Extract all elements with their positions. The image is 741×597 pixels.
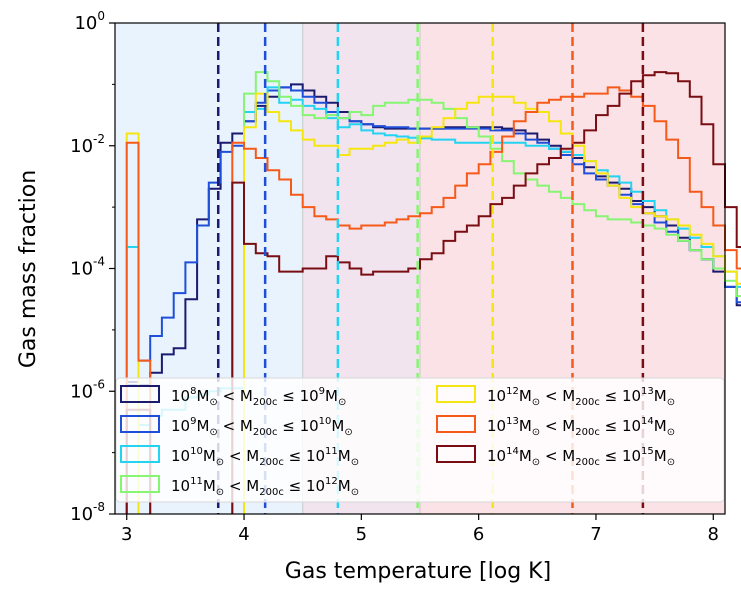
series-line-3 <box>243 71 741 514</box>
x-tick-label-3: 6 <box>473 524 484 545</box>
legend-label-l2: 1010M⊙ < M200c ≤ 1011M⊙ <box>171 446 359 468</box>
y-tick-label-0: 100 <box>74 9 105 34</box>
y-tick-label-1: 10-2 <box>70 132 105 157</box>
legend-box <box>115 377 725 503</box>
x-tick-label-5: 8 <box>708 524 719 545</box>
legend-label-r1: 1013M⊙ < M200c ≤ 1014M⊙ <box>487 416 675 438</box>
series-line-0 <box>125 83 741 514</box>
x-tick-label-4: 7 <box>590 524 601 545</box>
y-tick-label-2: 10-4 <box>70 255 105 280</box>
axes: 3 4 5 6 7 8 100 10-2 10-4 10-6 10-8 <box>70 9 726 545</box>
x-tick-label-1: 4 <box>238 524 249 545</box>
legend-swatch-r2 <box>436 445 476 463</box>
legend-swatch-r1 <box>436 415 476 433</box>
legend-swatch-r0 <box>436 385 476 403</box>
legend-label-l0: 108M⊙ < M200c ≤ 109M⊙ <box>171 386 346 408</box>
legend-swatch-l1 <box>120 415 160 433</box>
legend: 108M⊙ < M200c ≤ 109M⊙ 109M⊙ < M200c ≤ 101… <box>115 377 725 503</box>
x-tick-label-2: 5 <box>356 524 367 545</box>
legend-label-l3: 1011M⊙ < M200c ≤ 1012M⊙ <box>171 476 359 498</box>
x-axis-label: Gas temperature [log K] <box>285 559 551 584</box>
y-axis-label: Gas mass fraction <box>16 170 41 368</box>
legend-swatch-l0 <box>120 385 160 403</box>
legend-label-r2: 1014M⊙ < M200c ≤ 1015M⊙ <box>487 446 675 468</box>
legend-label-l1: 109M⊙ < M200c ≤ 1010M⊙ <box>171 416 353 438</box>
legend-label-r0: 1012M⊙ < M200c ≤ 1013M⊙ <box>487 386 675 408</box>
y-tick-label-4: 10-8 <box>70 500 105 525</box>
y-tick-label-3: 10-6 <box>70 377 105 402</box>
legend-swatch-l3 <box>120 475 160 493</box>
x-tick-label-0: 3 <box>121 524 132 545</box>
legend-swatch-l2 <box>120 445 160 463</box>
